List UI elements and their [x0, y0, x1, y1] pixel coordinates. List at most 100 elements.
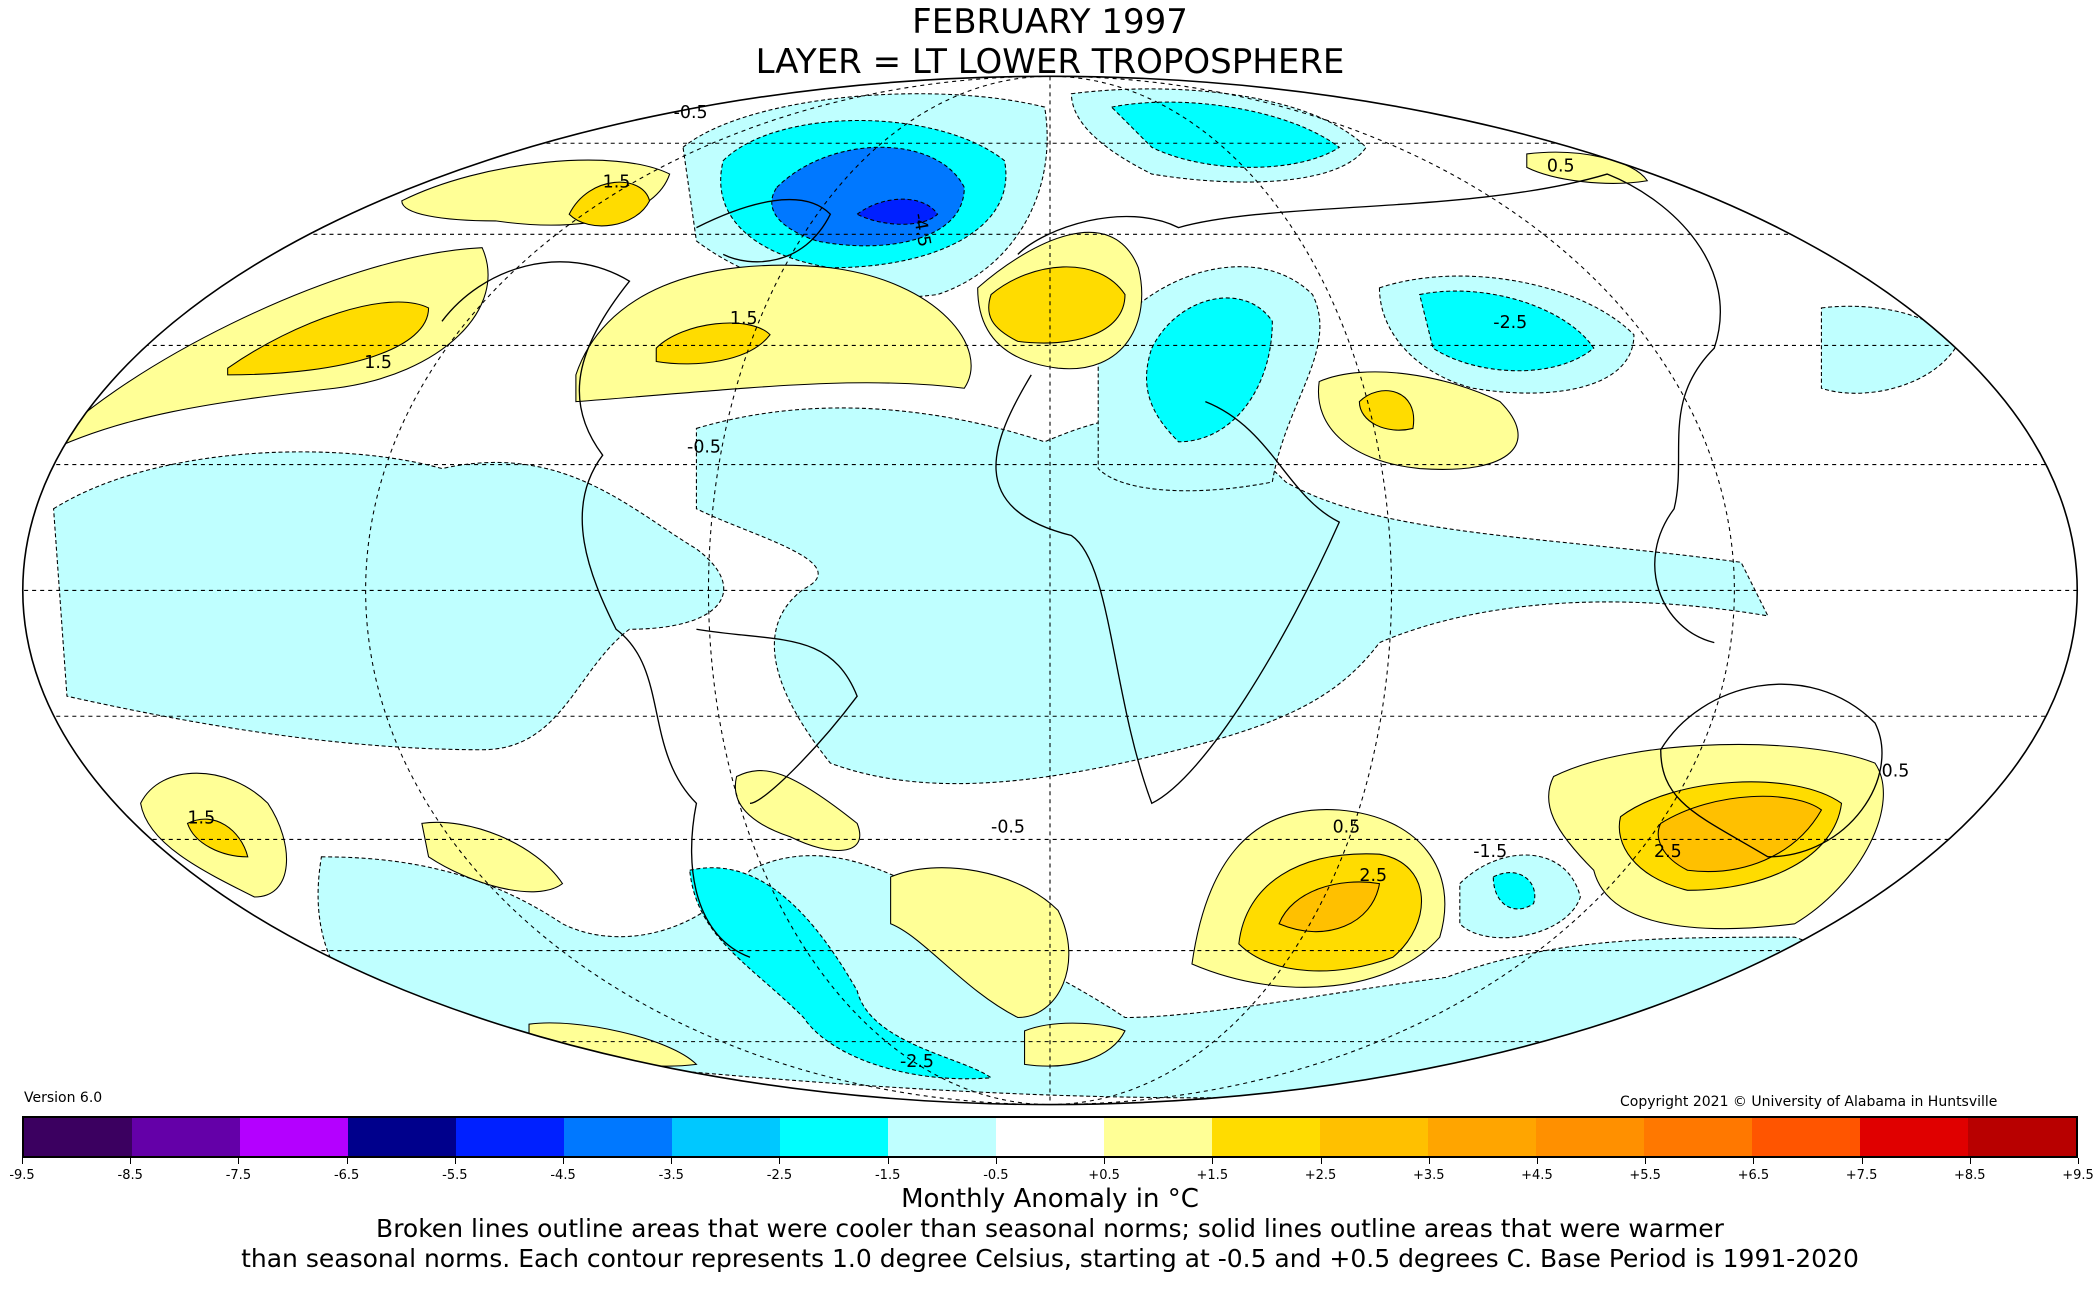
contour-label: 2.5	[1654, 842, 1682, 862]
colorbar-tick-mark	[1428, 1158, 1430, 1164]
colorbar-tick-mark	[130, 1158, 132, 1164]
explanation-line-1: Broken lines outline areas that were coo…	[376, 1214, 1724, 1243]
contour-label: 1.5	[364, 353, 392, 373]
colorbar-swatch	[1752, 1118, 1860, 1156]
colorbar-tick-mark	[1861, 1158, 1863, 1164]
colorbar-swatch	[1860, 1118, 1968, 1156]
colorbar-tick-label: -6.5	[333, 1168, 360, 1183]
colorbar-tick-mark	[346, 1158, 348, 1164]
colorbar-swatch	[240, 1118, 348, 1156]
warm-core-atlantic	[655, 322, 771, 365]
globe-outline	[21, 75, 2079, 1106]
colorbar-tick-label: -4.5	[550, 1168, 576, 1183]
colorbar-tick-label: -0.5	[983, 1168, 1009, 1183]
colorbar-swatch	[672, 1118, 780, 1156]
cool-region-pacific	[53, 451, 725, 751]
contour-label: 0.5	[1882, 762, 1910, 782]
contour-label: -1.5	[1473, 842, 1507, 862]
contour-label: 1.5	[730, 309, 758, 329]
warm-region-south-atlantic	[890, 867, 1070, 1019]
colorbar-tick-mark	[887, 1158, 889, 1164]
contour-label: 0.5	[1547, 156, 1575, 176]
colorbar-tick-mark	[1104, 1158, 1106, 1164]
colorbar-tick-mark	[454, 1158, 456, 1164]
explanation-line-2: than seasonal norms. Each contour repres…	[241, 1244, 1859, 1273]
colorbar-tick-label: +1.5	[1196, 1168, 1229, 1183]
contour-label: -2.5	[900, 1052, 934, 1072]
warm-region-argentina	[734, 770, 861, 851]
colorbar-tick-label: -9.5	[9, 1168, 35, 1183]
cool-region-middle-east-core	[1145, 297, 1273, 443]
warm-core-middle-east	[1358, 390, 1415, 431]
colorbar-tick-label: -2.5	[766, 1168, 793, 1183]
colorbar-swatch	[996, 1118, 1104, 1156]
colorbar	[22, 1116, 2078, 1158]
colorbar-swatch	[888, 1118, 996, 1156]
contour-label: -0.5	[991, 818, 1025, 838]
colorbar-tick-label: +3.5	[1412, 1168, 1445, 1183]
cool-region-indian-core	[1492, 872, 1536, 910]
warm-core-europe	[988, 266, 1126, 344]
colorbar-tick-mark	[1753, 1158, 1755, 1164]
colorbar-swatch	[780, 1118, 888, 1156]
colorbar-tick-label: +2.5	[1304, 1168, 1337, 1183]
colorbar-swatch	[1320, 1118, 1428, 1156]
colorbar-tick-mark	[563, 1158, 565, 1164]
colorbar-tick-label: -7.5	[225, 1168, 252, 1183]
colorbar-tick-mark	[779, 1158, 781, 1164]
cool-region-asia-core	[1418, 290, 1595, 372]
contour-label: -0.5	[687, 438, 721, 458]
map-title: FEBRUARY 1997	[912, 2, 1188, 42]
contour-label: 1.5	[603, 172, 631, 192]
warm-core-north-pacific	[568, 181, 651, 227]
contour-label: 1.5	[188, 808, 216, 828]
colorbar-tick-label: -1.5	[874, 1168, 901, 1183]
colorbar-tick-mark	[1645, 1158, 1647, 1164]
warm-core-south-atlantic-orange	[1278, 881, 1381, 933]
colorbar-swatch	[1968, 1118, 2076, 1156]
colorbar-swatch	[1428, 1118, 1536, 1156]
colorbar-swatch	[348, 1118, 456, 1156]
colorbar-tick-label: +9.5	[2062, 1168, 2094, 1183]
colorbar-swatch	[456, 1118, 564, 1156]
colorbar-swatch	[1212, 1118, 1320, 1156]
colorbar-tick-label: +7.5	[1845, 1168, 1878, 1183]
cool-region-deep-blue-core	[856, 198, 939, 225]
colorbar-swatch	[1104, 1118, 1212, 1156]
colorbar-tick-mark	[995, 1158, 997, 1164]
colorbar-tick-label: +5.5	[1629, 1168, 1661, 1183]
colorbar-tick-label: +4.5	[1521, 1168, 1553, 1183]
contour-label: -2.5	[1493, 313, 1527, 333]
colorbar-swatch	[564, 1118, 672, 1156]
colorbar-swatch	[1536, 1118, 1644, 1156]
colorbar-tick-mark	[1320, 1158, 1322, 1164]
anomaly-fields	[22, 76, 2078, 1105]
colorbar-tick-label: -8.5	[117, 1168, 143, 1183]
cool-region-south-america	[689, 867, 993, 1080]
cool-region-arctic-core	[1110, 101, 1341, 168]
version-label: Version 6.0	[24, 1090, 103, 1106]
colorbar-tick-label: +0.5	[1088, 1168, 1120, 1183]
copyright-label: Copyright 2021 © University of Alabama i…	[1620, 1094, 1998, 1110]
colorbar-tick-mark	[1969, 1158, 1971, 1164]
warm-region-south-pacific-2	[421, 821, 564, 893]
colorbar-tick-mark	[238, 1158, 240, 1164]
colorbar-tick-mark	[2078, 1158, 2079, 1164]
warm-core-ne-pacific	[227, 301, 430, 376]
colorbar-ticks: -9.5 -8.5 -7.5 -6.5 -5.5 -4.5 -3.5 -2.5 -1.5 -0.5…	[9, 1158, 2094, 1184]
colorbar-tick-mark	[1212, 1158, 1214, 1164]
graticule	[22, 76, 2078, 1105]
warm-region-west-pacific	[1526, 151, 1649, 184]
warm-region-nw-atlantic	[575, 264, 972, 403]
contour-label: -0.5	[674, 103, 708, 123]
colorbar-swatch	[1644, 1118, 1752, 1156]
colorbar-tick-mark	[671, 1158, 673, 1164]
warm-core-south-pacific	[186, 818, 249, 858]
colorbar-tick-label: +6.5	[1737, 1168, 1770, 1183]
colorbar-label: Monthly Anomaly in °C	[901, 1184, 1199, 1214]
coastlines	[441, 173, 1883, 958]
map-subtitle: LAYER = LT LOWER TROPOSPHERE	[755, 42, 1345, 82]
colorbar-tick-label: -5.5	[442, 1168, 468, 1183]
colorbar-swatch	[132, 1118, 240, 1156]
